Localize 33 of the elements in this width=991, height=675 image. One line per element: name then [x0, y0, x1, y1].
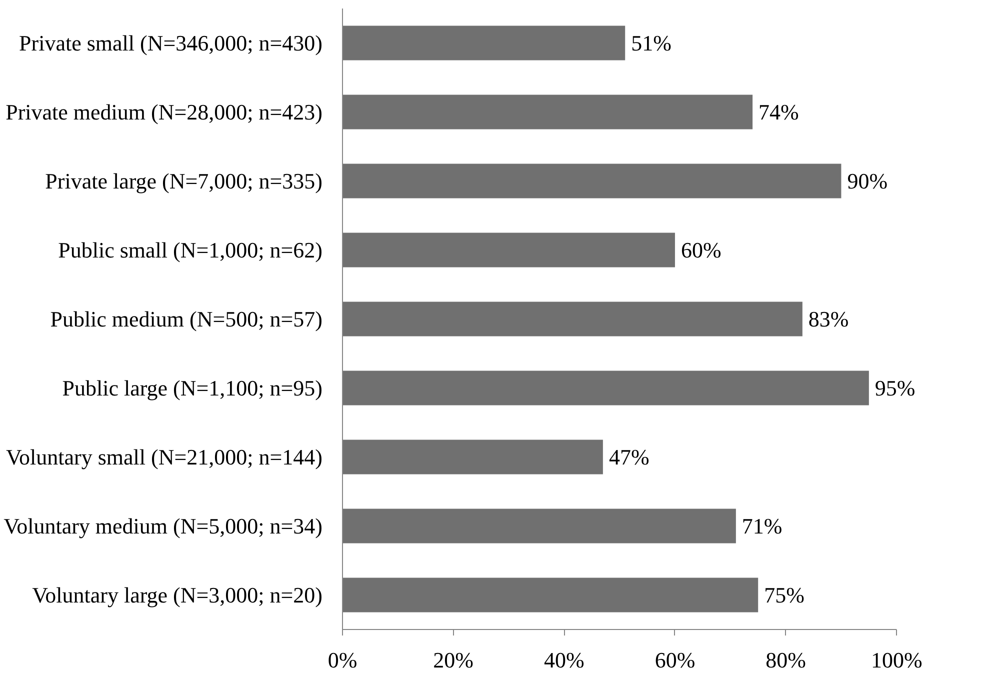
- x-tick-label: 60%: [654, 648, 696, 672]
- data-label: 47%: [608, 444, 650, 470]
- x-tick-label: 40%: [544, 648, 584, 672]
- y-tick-label: Voluntary medium (N=5,000; n=34): [4, 514, 322, 538]
- bar: [342, 232, 675, 268]
- data-label: 71%: [742, 514, 782, 538]
- y-tick-label: Voluntary small (N=21,000; n=144): [6, 444, 323, 470]
- data-label: 95%: [874, 376, 916, 400]
- bar: [342, 94, 753, 130]
- x-tick-label: 80%: [766, 648, 806, 672]
- data-label: 75%: [764, 582, 804, 608]
- y-tick-label: Private large (N=7,000; n=335): [45, 168, 323, 194]
- y-tick-label: Private small (N=346,000; n=430): [19, 30, 323, 56]
- x-tick-label: 0%: [328, 648, 358, 672]
- data-label: 51%: [631, 30, 672, 56]
- y-tick-label: Private medium (N=28,000; n=423): [6, 100, 323, 124]
- y-tick-label: Voluntary large (N=3,000; n=20): [32, 582, 322, 608]
- bar: [342, 370, 869, 406]
- data-label: 74%: [758, 100, 799, 124]
- y-tick-label: Public small (N=1,000; n=62): [58, 238, 323, 262]
- bar: [342, 508, 736, 544]
- bar: [342, 26, 626, 60]
- bar: [342, 302, 802, 336]
- y-tick-label: Public large (N=1,100; n=95): [62, 376, 323, 400]
- bar: [342, 440, 603, 474]
- data-label: 60%: [680, 238, 722, 262]
- x-tick-label: 100%: [870, 648, 922, 672]
- y-tick-label: Public medium (N=500; n=57): [50, 306, 323, 332]
- data-label: 90%: [847, 168, 888, 194]
- bar: [342, 578, 758, 612]
- bar: [342, 164, 842, 198]
- data-label: 83%: [808, 306, 849, 332]
- x-tick-label: 20%: [433, 648, 474, 672]
